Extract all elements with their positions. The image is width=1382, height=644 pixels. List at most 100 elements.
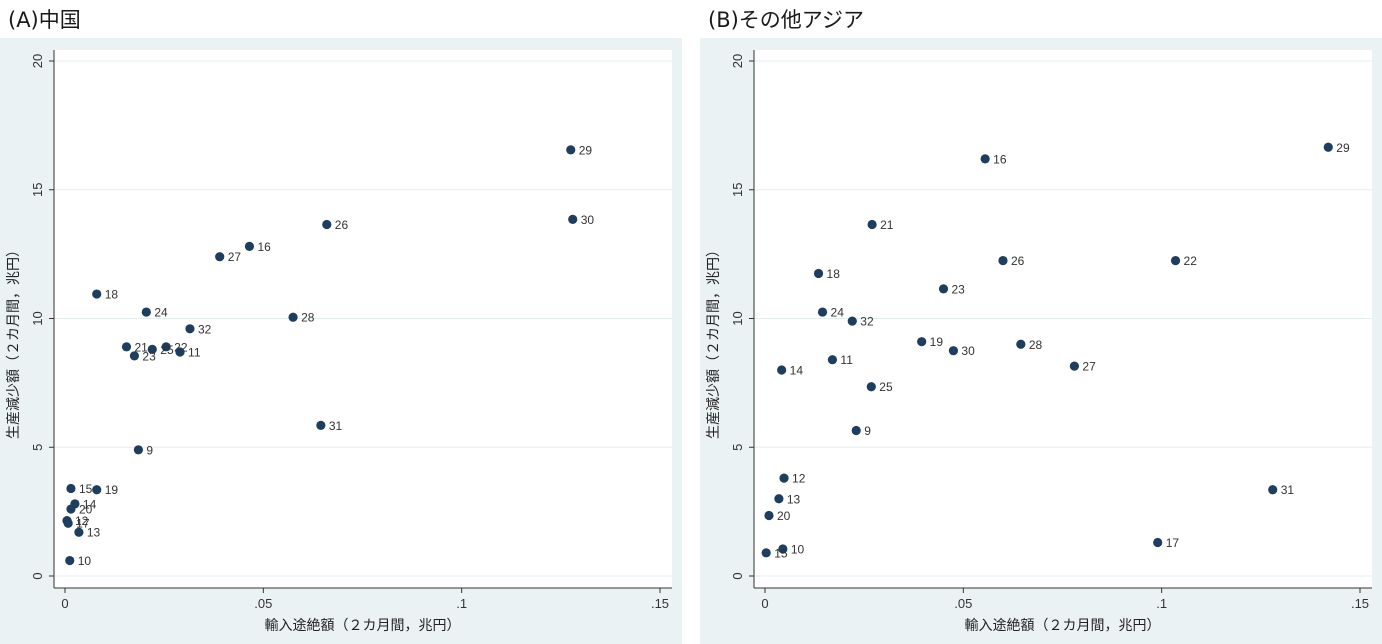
data-point-31 xyxy=(316,420,326,430)
data-label-14: 14 xyxy=(790,364,804,378)
data-point-32 xyxy=(185,324,195,334)
data-label-21: 21 xyxy=(880,218,894,232)
data-label-17: 17 xyxy=(76,517,90,531)
data-label-27: 27 xyxy=(228,250,242,264)
data-point-10 xyxy=(778,544,788,554)
data-label-22: 22 xyxy=(1184,254,1198,268)
data-label-28: 28 xyxy=(301,311,315,325)
y-tick-label: 10 xyxy=(30,311,45,325)
data-point-21 xyxy=(867,219,877,230)
data-label-31: 31 xyxy=(1281,483,1295,497)
data-label-31: 31 xyxy=(329,419,343,433)
data-label-26: 26 xyxy=(335,218,349,232)
data-point-19 xyxy=(92,485,102,495)
data-label-14: 14 xyxy=(83,497,97,511)
x-tick-label: .05 xyxy=(954,596,972,611)
data-label-13: 13 xyxy=(87,526,101,540)
data-point-31 xyxy=(1268,485,1278,495)
data-label-25: 25 xyxy=(160,343,174,357)
y-tick-label: 20 xyxy=(30,54,45,68)
x-axis-label: 輸入途絶額（２カ月間，兆円） xyxy=(265,617,461,634)
data-label-15: 15 xyxy=(774,546,788,560)
data-label-11: 11 xyxy=(840,353,853,367)
data-point-32 xyxy=(847,316,857,326)
data-point-30 xyxy=(948,346,959,356)
data-label-11: 11 xyxy=(188,345,201,359)
data-point-13 xyxy=(74,527,84,537)
data-label-18: 18 xyxy=(827,267,841,281)
x-tick-label: .1 xyxy=(1156,596,1167,611)
panel-a-title: (A)中国 xyxy=(8,8,81,32)
data-point-20 xyxy=(66,504,76,514)
data-point-15 xyxy=(66,483,76,494)
data-label-30: 30 xyxy=(961,344,975,358)
data-label-9: 9 xyxy=(146,443,153,457)
data-label-24: 24 xyxy=(831,306,845,320)
x-tick-label: .1 xyxy=(456,596,467,611)
data-label-20: 20 xyxy=(777,509,791,523)
panel-b-title: (B)その他アジア xyxy=(708,8,864,32)
data-label-20: 20 xyxy=(79,503,93,517)
y-axis-label: 生産減少額（２カ月間，兆円） xyxy=(705,243,722,439)
data-label-21: 21 xyxy=(134,340,148,354)
x-tick-label: 0 xyxy=(61,596,68,611)
data-label-30: 30 xyxy=(581,213,595,227)
data-point-18 xyxy=(92,289,102,299)
y-tick-label: 10 xyxy=(730,311,745,325)
data-label-13: 13 xyxy=(787,492,801,506)
data-point-16 xyxy=(244,241,255,251)
data-point-20 xyxy=(764,510,774,521)
data-point-22 xyxy=(1170,255,1181,266)
scatter-chart-china: 0 5 10 15 20 0 .05 .1 .15 輸入途絶額（２カ月間，兆円） 生産減少額（２カ月… xyxy=(0,38,682,644)
data-point-26 xyxy=(998,255,1008,266)
data-label-23: 23 xyxy=(952,282,966,296)
data-label-25: 25 xyxy=(879,380,893,394)
data-point-18 xyxy=(813,268,824,279)
data-point-27 xyxy=(215,252,225,262)
data-point-23 xyxy=(129,351,140,361)
data-point-17 xyxy=(1153,537,1163,548)
data-point-17 xyxy=(63,518,73,528)
x-axis-label: 輸入途絶額（２カ月間，兆円） xyxy=(965,617,1161,634)
y-tick-label: 15 xyxy=(30,183,45,197)
data-point-12 xyxy=(779,473,789,483)
y-tick-label: 0 xyxy=(730,572,745,579)
x-tick-label: 0 xyxy=(761,596,768,611)
y-axis-label: 生産減少額（２カ月間，兆円） xyxy=(5,243,22,439)
data-label-12: 12 xyxy=(75,514,89,528)
data-point-9 xyxy=(851,425,861,436)
data-point-15 xyxy=(761,548,771,558)
data-label-10: 10 xyxy=(78,554,92,568)
data-label-12: 12 xyxy=(792,472,806,486)
data-label-17: 17 xyxy=(1166,536,1180,550)
y-tick-label: 5 xyxy=(730,444,745,451)
x-tick-label: .15 xyxy=(1351,596,1369,611)
data-label-24: 24 xyxy=(154,306,168,320)
x-tick-label: .15 xyxy=(651,596,669,611)
data-label-16: 16 xyxy=(993,152,1007,166)
data-point-29 xyxy=(1323,142,1333,152)
data-point-30 xyxy=(568,214,578,224)
data-point-13 xyxy=(774,494,784,504)
data-label-26: 26 xyxy=(1011,254,1025,268)
y-tick-label: 0 xyxy=(30,572,45,579)
y-tick-label: 20 xyxy=(730,54,745,68)
data-point-11 xyxy=(175,347,185,357)
data-point-10 xyxy=(65,555,75,566)
data-label-19: 19 xyxy=(930,335,944,349)
data-point-29 xyxy=(566,145,576,155)
data-point-25 xyxy=(866,382,876,392)
data-label-32: 32 xyxy=(198,322,212,336)
x-tick-label: .05 xyxy=(254,596,272,611)
y-tick-label: 15 xyxy=(730,183,745,197)
data-label-23: 23 xyxy=(142,349,156,363)
data-label-29: 29 xyxy=(1336,141,1350,155)
data-point-27 xyxy=(1069,361,1079,371)
data-label-29: 29 xyxy=(579,143,593,157)
data-point-9 xyxy=(133,445,143,455)
data-point-28 xyxy=(288,312,298,322)
data-point-16 xyxy=(980,154,990,164)
data-label-27: 27 xyxy=(1082,360,1096,374)
data-point-26 xyxy=(322,219,332,230)
data-point-11 xyxy=(827,355,838,365)
